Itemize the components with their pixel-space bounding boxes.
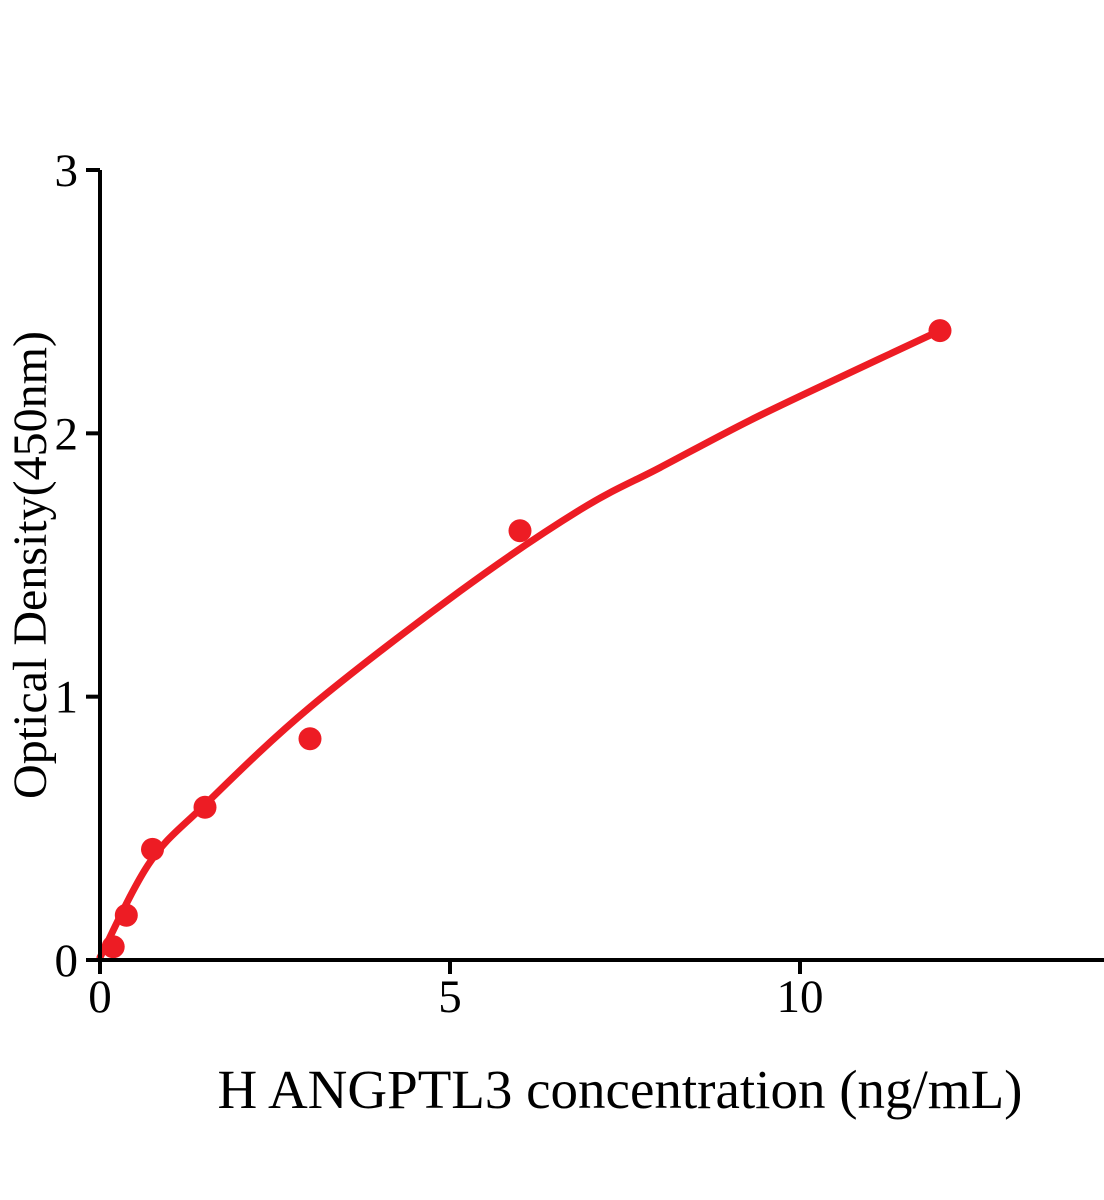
y-tick-label: 0 xyxy=(55,935,79,987)
x-tick-label: 5 xyxy=(438,971,462,1023)
data-point xyxy=(928,319,952,343)
data-point xyxy=(298,727,322,751)
curve-layer xyxy=(96,327,944,961)
data-point xyxy=(508,519,532,543)
axis-layer xyxy=(86,168,1104,974)
x-axis-title: H ANGPTL3 concentration (ng/mL) xyxy=(218,1059,1023,1120)
data-point xyxy=(114,903,138,927)
y-tick-label: 2 xyxy=(55,408,79,460)
y-axis-title: Optical Density(450nm) xyxy=(4,331,57,799)
y-tick-label: 1 xyxy=(55,672,79,724)
y-tick-label: 3 xyxy=(55,145,79,197)
tick-label-layer: 0 1 2 3 0 5 10 xyxy=(55,145,824,1023)
x-tick-label: 10 xyxy=(777,971,824,1023)
data-point xyxy=(101,935,125,959)
point-layer xyxy=(101,319,952,959)
data-point xyxy=(193,795,217,819)
fit-curve xyxy=(96,327,944,961)
x-tick-label: 0 xyxy=(88,971,112,1023)
data-point xyxy=(141,837,164,861)
